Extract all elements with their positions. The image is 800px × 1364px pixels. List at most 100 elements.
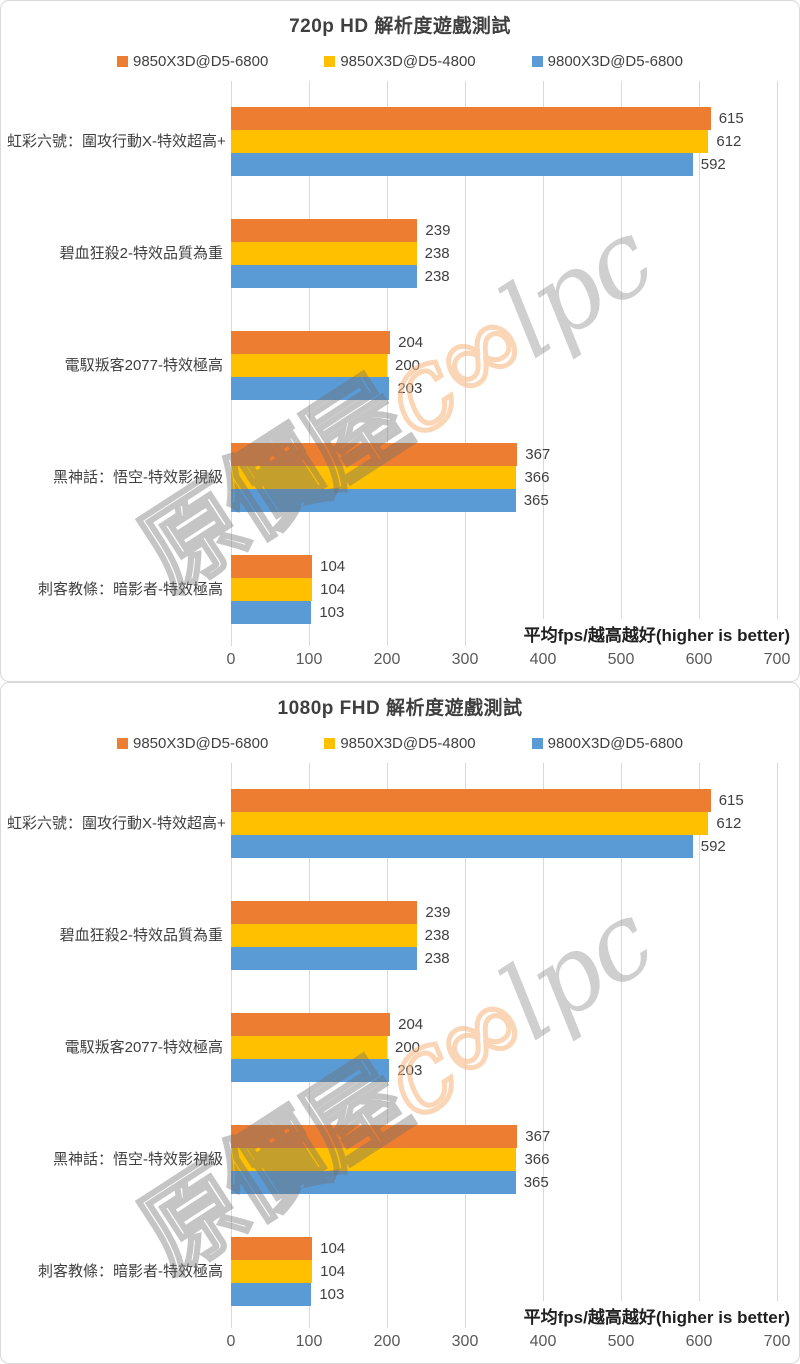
- bar-9850X3D@D5-6800: [231, 107, 711, 130]
- chart-legend: 9850X3D@D5-6800 9850X3D@D5-4800 9800X3D@D5…: [1, 735, 799, 752]
- value-label: 203: [397, 380, 423, 397]
- legend-item-series3: 9800X3D@D5-6800: [531, 53, 683, 70]
- legend-label: 9800X3D@D5-6800: [547, 53, 683, 70]
- bar-9800X3D@D5-6800: [231, 377, 390, 400]
- legend-label: 9850X3D@D5-6800: [133, 53, 269, 70]
- legend-swatch-icon: [324, 56, 336, 67]
- gridline: [464, 763, 466, 1328]
- x-tick-label: 600: [685, 651, 713, 668]
- value-label: 204: [398, 334, 424, 351]
- value-label: 104: [320, 1240, 346, 1257]
- gridline: [698, 763, 700, 1328]
- value-label: 367: [525, 446, 551, 463]
- bar-9850X3D@D5-6800: [231, 1125, 518, 1148]
- category-label: 碧血狂殺2-特效品質為重: [59, 245, 223, 262]
- gridline: [620, 763, 622, 1328]
- x-tick-label: 300: [451, 651, 479, 668]
- bar-9800X3D@D5-6800: [231, 265, 417, 288]
- value-label: 104: [320, 581, 346, 598]
- axis-label: 平均fps/越高越好(higher is better): [520, 1301, 793, 1330]
- value-label: 612: [716, 133, 742, 150]
- bar-9850X3D@D5-4800: [231, 242, 417, 265]
- gridline: [776, 763, 778, 1328]
- value-label: 239: [425, 904, 451, 921]
- value-label: 238: [424, 927, 450, 944]
- bar-9850X3D@D5-6800: [231, 555, 313, 578]
- legend-item-series1: 9850X3D@D5-6800: [117, 53, 268, 70]
- bar-9850X3D@D5-4800: [231, 130, 709, 153]
- value-label: 238: [424, 268, 450, 285]
- value-label: 592: [700, 156, 726, 173]
- plot-area: 615 612 592 239 238 238 204 200 203 367 366 365 104 1…: [230, 763, 778, 1328]
- x-tick-label: 0: [226, 651, 236, 668]
- bar-9850X3D@D5-6800: [231, 1237, 313, 1260]
- gridline: [542, 763, 544, 1328]
- bar-9800X3D@D5-6800: [231, 489, 516, 512]
- gridline: [386, 81, 388, 646]
- gridline: [698, 81, 700, 646]
- bar-9850X3D@D5-4800: [231, 1036, 387, 1059]
- bar-9850X3D@D5-6800: [231, 1013, 391, 1036]
- category-label: 刺客教條：暗影者-特效極高: [38, 1263, 223, 1280]
- gridline: [620, 81, 622, 646]
- value-label: 200: [395, 357, 421, 374]
- legend-swatch-icon: [531, 56, 543, 67]
- category-label: 碧血狂殺2-特效品質為重: [59, 927, 223, 944]
- value-label: 365: [523, 1174, 549, 1191]
- gridline: [386, 763, 388, 1328]
- legend-label: 9800X3D@D5-6800: [547, 735, 683, 752]
- value-label: 367: [525, 1128, 551, 1145]
- value-label: 104: [320, 558, 346, 575]
- category-label: 刺客教條：暗影者-特效極高: [38, 581, 223, 598]
- x-tick-label: 700: [763, 651, 791, 668]
- bar-9850X3D@D5-4800: [231, 1260, 313, 1283]
- legend-swatch-icon: [117, 738, 128, 749]
- bar-9850X3D@D5-6800: [231, 443, 518, 466]
- category-label: 黑神話：悟空-特效影視級: [53, 1151, 223, 1168]
- bar-9850X3D@D5-4800: [231, 466, 517, 489]
- value-label: 103: [319, 604, 345, 621]
- x-tick-label: 200: [373, 1333, 401, 1350]
- value-label: 592: [700, 838, 726, 855]
- x-tick-label: 200: [373, 651, 401, 668]
- value-label: 365: [523, 492, 549, 509]
- value-label: 366: [524, 469, 550, 486]
- x-tick-label: 500: [607, 651, 635, 668]
- gridline: [776, 81, 778, 646]
- bar-9850X3D@D5-6800: [231, 219, 418, 242]
- x-tick-label: 100: [295, 651, 323, 668]
- chart-legend: 9850X3D@D5-6800 9850X3D@D5-4800 9800X3D@D5…: [1, 53, 799, 70]
- legend-item-series1: 9850X3D@D5-6800: [117, 735, 268, 752]
- legend-label: 9850X3D@D5-6800: [133, 735, 269, 752]
- bar-9850X3D@D5-6800: [231, 901, 418, 924]
- value-label: 104: [320, 1263, 346, 1280]
- axis-label: 平均fps/越高越好(higher is better): [520, 619, 793, 648]
- value-label: 204: [398, 1016, 424, 1033]
- gridline: [542, 81, 544, 646]
- x-tick-label: 600: [685, 1333, 713, 1350]
- x-tick-label: 400: [529, 1333, 557, 1350]
- x-tick-label: 0: [226, 1333, 236, 1350]
- value-label: 203: [397, 1062, 423, 1079]
- x-tick-label: 700: [763, 1333, 791, 1350]
- legend-swatch-icon: [117, 56, 128, 67]
- bar-9850X3D@D5-4800: [231, 924, 417, 947]
- bar-9800X3D@D5-6800: [231, 1283, 312, 1306]
- bar-9850X3D@D5-4800: [231, 578, 313, 601]
- value-label: 238: [424, 245, 450, 262]
- chart-panel-720p: 720p HD 解析度遊戲測試 9850X3D@D5-6800 9850X3D@D5…: [0, 0, 800, 682]
- category-label: 電馭叛客2077-特效極高: [64, 357, 223, 374]
- category-label: 虹彩六號：圍攻行動X-特效超高+: [7, 815, 226, 832]
- bar-9800X3D@D5-6800: [231, 153, 693, 176]
- value-label: 200: [395, 1039, 421, 1056]
- x-tick-label: 500: [607, 1333, 635, 1350]
- chart-title: 1080p FHD 解析度遊戲測試: [277, 698, 523, 719]
- bar-9850X3D@D5-4800: [231, 354, 387, 377]
- legend-label: 9850X3D@D5-4800: [340, 53, 476, 70]
- chart-title: 720p HD 解析度遊戲測試: [289, 16, 511, 37]
- x-tick-label: 400: [529, 651, 557, 668]
- value-label: 238: [424, 950, 450, 967]
- bar-9850X3D@D5-6800: [231, 789, 711, 812]
- bar-9850X3D@D5-6800: [231, 331, 391, 354]
